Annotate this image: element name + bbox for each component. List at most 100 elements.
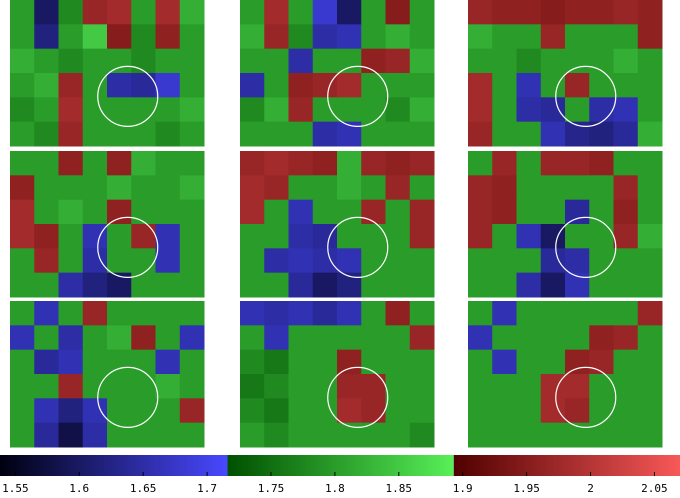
- heatmap-cell: [107, 224, 132, 249]
- heatmap-cell: [107, 301, 132, 326]
- heatmap-cell: [337, 24, 362, 50]
- heatmap-cell: [288, 301, 314, 326]
- heatmap-cell: [34, 398, 59, 424]
- heatmap-cell: [10, 349, 35, 375]
- heatmap-cell: [409, 48, 435, 74]
- heatmap-cell: [540, 151, 566, 176]
- heatmap-cell: [131, 97, 156, 123]
- heatmap-cell: [385, 175, 411, 201]
- heatmap-cell: [58, 349, 84, 375]
- heatmap-cell: [492, 349, 517, 375]
- heatmap-cell: [385, 374, 411, 399]
- heatmap-cell: [516, 48, 542, 74]
- heatmap-cell: [409, 24, 435, 50]
- heatmap-cell: [179, 175, 205, 201]
- heatmap-cell: [565, 151, 590, 176]
- heatmap-cell: [240, 248, 265, 274]
- heatmap-cell: [155, 374, 181, 399]
- heatmap-cell: [409, 97, 435, 123]
- heatmap-cell: [409, 121, 435, 147]
- heatmap-cell: [179, 248, 205, 274]
- heatmap-cell: [155, 175, 181, 201]
- heatmap-cell: [337, 374, 362, 399]
- heatmap-cell: [540, 301, 566, 326]
- colorbar-segment: [227, 455, 454, 476]
- heatmap-cell: [131, 199, 156, 225]
- heatmap-cell: [468, 325, 493, 351]
- heatmap-cell: [540, 0, 566, 25]
- heatmap-cell: [516, 175, 542, 201]
- heatmap-cell: [288, 24, 314, 50]
- heatmap-cell: [409, 248, 435, 274]
- heatmap-cell: [288, 0, 314, 25]
- colorbar-tick-label: 1.55: [2, 482, 29, 495]
- colorbar-tick-label: 1.75: [258, 482, 285, 495]
- heatmap-cell: [637, 272, 663, 298]
- heatmap-cell: [58, 398, 84, 424]
- heatmap-cell: [516, 224, 542, 249]
- heatmap-cell: [565, 301, 590, 326]
- heatmap-cell: [288, 224, 314, 249]
- heatmap-cell: [540, 349, 566, 375]
- heatmap-cell: [240, 151, 265, 176]
- heatmap-cell: [312, 175, 338, 201]
- heatmap-cell: [589, 248, 614, 274]
- heatmap-cell: [131, 175, 156, 201]
- heatmap-cell: [312, 224, 338, 249]
- heatmap-cell: [337, 97, 362, 123]
- heatmap-cell: [288, 248, 314, 274]
- heatmap-cell: [179, 422, 205, 448]
- heatmap-cell: [155, 325, 181, 351]
- heatmap-cell: [540, 325, 566, 351]
- heatmap-cell: [312, 73, 338, 98]
- heatmap-cell: [385, 248, 411, 274]
- heatmap-cell: [409, 151, 435, 176]
- heatmap-cell: [34, 248, 59, 274]
- heatmap-cell: [613, 121, 639, 147]
- heatmap-cell: [337, 73, 362, 98]
- heatmap-cell: [179, 121, 205, 147]
- heatmap-cell: [565, 349, 590, 375]
- heatmap-cell: [337, 398, 362, 424]
- heatmap-cell: [288, 272, 314, 298]
- heatmap-cell: [540, 73, 566, 98]
- heatmap-cell: [385, 398, 411, 424]
- heatmap-cell: [337, 199, 362, 225]
- heatmap-cell: [179, 199, 205, 225]
- heatmap-cell: [107, 97, 132, 123]
- heatmap-cell: [385, 24, 411, 50]
- heatmap-panel: [468, 301, 663, 448]
- heatmap-cell: [312, 121, 338, 147]
- heatmap-cell: [361, 248, 386, 274]
- heatmap-cell: [155, 24, 181, 50]
- heatmap-cell: [637, 199, 663, 225]
- heatmap-cell: [155, 248, 181, 274]
- heatmap-cell: [179, 224, 205, 249]
- heatmap-cell: [34, 175, 59, 201]
- heatmap-cell: [409, 301, 435, 326]
- heatmap-cell: [107, 199, 132, 225]
- heatmap-cell: [240, 48, 265, 74]
- heatmap-cell: [468, 422, 493, 448]
- heatmap-cell: [131, 48, 156, 74]
- heatmap-cell: [82, 151, 108, 176]
- heatmap-cell: [10, 24, 35, 50]
- heatmap-cell: [361, 325, 386, 351]
- heatmap-cell: [589, 398, 614, 424]
- heatmap-cell: [264, 349, 289, 375]
- heatmap-cell: [264, 301, 289, 326]
- heatmap-cell: [34, 48, 59, 74]
- heatmap-cell: [82, 175, 108, 201]
- heatmap-cell: [240, 272, 265, 298]
- heatmap-cell: [179, 272, 205, 298]
- heatmap-cell: [516, 422, 542, 448]
- colorbar-segment: [453, 455, 680, 476]
- colorbar-tick-label: 1.6: [69, 482, 89, 495]
- heatmap-cell: [613, 248, 639, 274]
- heatmap-cell: [312, 0, 338, 25]
- heatmap-cell: [385, 224, 411, 249]
- heatmap-cell: [492, 48, 517, 74]
- heatmap-cell: [312, 422, 338, 448]
- colorbar-tick-label: 2: [587, 482, 594, 495]
- heatmap-cell: [107, 325, 132, 351]
